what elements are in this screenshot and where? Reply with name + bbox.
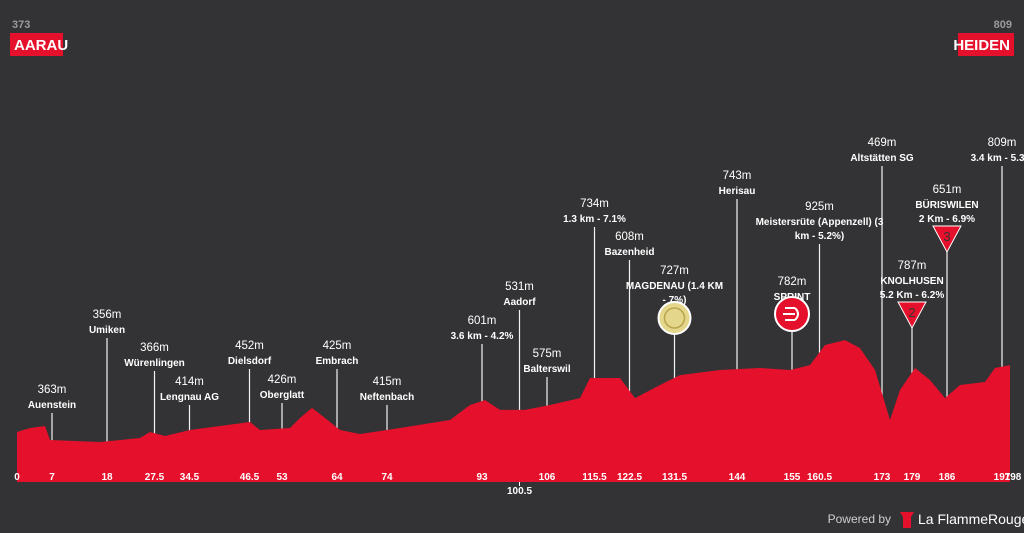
km-label: 53 (276, 472, 288, 483)
waypoint-name: 3.4 km - 5.3% (971, 153, 1024, 164)
waypoint-elevation: 925m (805, 201, 834, 213)
profile-layer (17, 340, 1010, 482)
waypoint-elevation: 469m (868, 137, 897, 149)
km-label: 106 (539, 472, 556, 483)
waypoint-elevation: 809m (988, 137, 1017, 149)
waypoint-elevation: 608m (615, 231, 644, 243)
start-box (10, 33, 63, 56)
waypoint-elevation: 601m (468, 315, 497, 327)
waypoint-name: Altstätten SG (850, 153, 914, 164)
waypoint-elevation: 414m (175, 376, 204, 388)
waypoint-name: - 7%) (663, 295, 687, 306)
waypoint-name: Oberglatt (260, 390, 305, 401)
km-label: 179 (904, 472, 921, 483)
waypoint-name: 1.3 km - 7.1% (563, 214, 626, 225)
km-label: 122.5 (617, 472, 642, 483)
waypoint-elevation: 366m (140, 342, 169, 354)
waypoint-elevation: 425m (323, 340, 352, 352)
waypoint-name: Auenstein (28, 400, 76, 411)
km-label: 131.5 (662, 472, 687, 483)
km-label: 46.5 (240, 472, 260, 483)
km-label: 173 (874, 472, 891, 483)
waypoint-elevation: 734m (580, 198, 609, 210)
brand-logo (900, 512, 914, 528)
km-label: 0 (14, 472, 20, 483)
km-label: 155 (784, 472, 801, 483)
waypoint-name: 5.2 Km - 6.2% (880, 290, 945, 301)
km-label: 144 (729, 472, 746, 483)
waypoint-elevation: 356m (93, 309, 122, 321)
waypoint-name: KNOLHUSEN (880, 276, 943, 287)
waypoint-name: Würenlingen (124, 358, 185, 369)
waypoint-name: km - 5.2%) (795, 231, 844, 242)
labels-layer: 363m Auenstein 7 356m Umiken 18 366m Würenlinge… (14, 137, 1024, 497)
climb-badge (897, 301, 927, 330)
waypoint-elevation: 415m (373, 376, 402, 388)
km-label: 34.5 (180, 472, 200, 483)
km-label: 64 (331, 472, 343, 483)
waypoint-elevation: 743m (723, 170, 752, 182)
km-label: 74 (381, 472, 393, 483)
waypoint-name: Umiken (89, 325, 125, 336)
km-label: 198 (1005, 472, 1022, 483)
climb-badge (932, 225, 962, 254)
sprint-glyph (783, 307, 799, 321)
km-label: 27.5 (145, 472, 165, 483)
km-label: 7 (49, 472, 55, 483)
km-label: 93 (476, 472, 488, 483)
waypoint-name: Meistersrüte (Appenzell) (3 (756, 217, 884, 228)
waypoint-name: BÜRISWILEN (915, 198, 978, 211)
climb-icon-ring (663, 307, 686, 329)
km-label: 160.5 (807, 472, 832, 483)
brand-name: La FlammeRouge (918, 511, 1024, 527)
waypoint-name: Herisau (719, 186, 756, 197)
waypoint-name: Bazenheid (604, 247, 654, 258)
waypoint-elevation: 727m (660, 265, 689, 277)
waypoint-elevation: 363m (38, 384, 67, 396)
start-name: AARAU (14, 37, 68, 54)
climb-icon (657, 301, 692, 335)
waypoint-elevation: 651m (933, 184, 962, 196)
waypoint-elevation: 426m (268, 374, 297, 386)
powered-by: Powered by (828, 512, 891, 526)
waypoint-elevation: 575m (533, 348, 562, 360)
km-label: 100.5 (507, 486, 532, 497)
waypoint-name: Lengnau AG (160, 392, 219, 403)
waypoint-elevation: 787m (898, 260, 927, 272)
waypoint-name: 2 Km - 6.9% (919, 214, 975, 225)
waypoint-name: Dielsdorf (228, 356, 272, 367)
finish-name: HEIDEN (953, 37, 1010, 54)
waypoint-name: Balterswil (523, 364, 570, 375)
finish-elevation: 809 (994, 19, 1012, 31)
km-label: 115.5 (582, 472, 607, 483)
waypoint-elevation: 452m (235, 340, 264, 352)
climb-category: 2 (908, 305, 915, 320)
km-label: 18 (101, 472, 113, 483)
waypoint-name: MAGDENAU (1.4 KM (626, 281, 723, 292)
waypoint-name: Embrach (316, 356, 359, 367)
km-label: 186 (939, 472, 956, 483)
profile-area (17, 340, 1010, 482)
finish-box (958, 33, 1014, 56)
km-label: 197 (994, 472, 1011, 483)
waypoint-elevation: 782m (778, 276, 807, 288)
climb-category: 3 (943, 229, 950, 244)
waypoint-name: Neftenbach (360, 392, 414, 403)
waypoint-name: Aadorf (503, 297, 536, 308)
start-elevation: 373 (12, 19, 30, 31)
waypoint-elevation: 531m (505, 281, 534, 293)
waypoint-name: 3.6 km - 4.2% (451, 331, 514, 342)
